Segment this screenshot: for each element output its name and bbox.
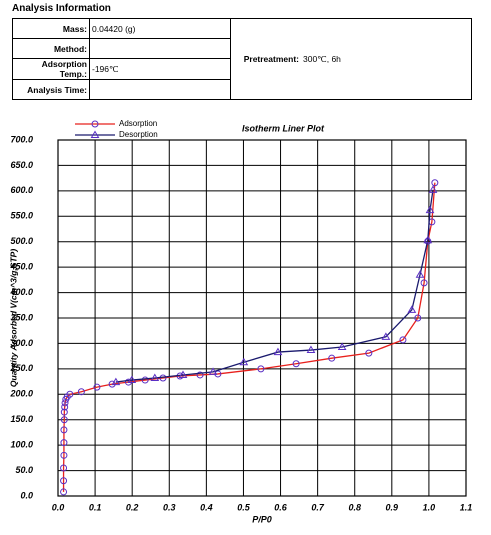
marker (423, 235, 433, 244)
marker (365, 349, 373, 357)
marker (208, 367, 218, 375)
legend-marker (90, 130, 100, 138)
marker (60, 426, 68, 434)
legend-label: Adsorption (119, 119, 157, 128)
legend-label: Desorption (119, 130, 158, 139)
marker (257, 365, 265, 373)
marker (420, 279, 428, 287)
legend-marker (91, 120, 99, 128)
y-tick-label: 400.0 (9, 287, 33, 297)
x-tick-label: 0.5 (237, 502, 251, 512)
marker (61, 399, 69, 407)
marker (60, 408, 68, 416)
marker (328, 354, 336, 362)
info-table: Mass: 0.04420 (g) Pretreatment: 300℃, 6h M… (12, 18, 472, 100)
marker (60, 451, 68, 459)
cell: Mass: (12, 18, 90, 39)
chart: Isotherm Liner Plot P/P0 Quantity Adsorb… (8, 119, 473, 524)
x-axis-label: P/P0 (252, 514, 272, 524)
y-tick-label: 700.0 (10, 134, 33, 144)
x-tick-label: 0.3 (163, 502, 176, 512)
y-tick-label: 100.0 (10, 440, 33, 450)
x-tick-label: 0.4 (200, 502, 213, 512)
y-tick-label: 250.0 (9, 363, 33, 373)
marker (60, 439, 68, 447)
plot-frame (57, 139, 467, 497)
series-line (62, 182, 436, 492)
marker (428, 185, 438, 193)
y-tick-label: 150.0 (10, 414, 33, 424)
marker (414, 314, 422, 322)
y-tick-label: 350.0 (10, 312, 33, 322)
marker (60, 464, 68, 472)
cell: Analysis Time: (12, 79, 90, 100)
y-axis-label: Quantity Adsorbed V(cm^3/g,STP) (8, 249, 18, 387)
marker (273, 347, 283, 356)
marker (66, 390, 74, 398)
y-tick-label: 550.0 (10, 211, 33, 221)
marker (77, 388, 85, 396)
chart-title: Isotherm Liner Plot (242, 123, 325, 133)
marker (239, 357, 249, 366)
y-tick-label: 500.0 (10, 236, 33, 246)
x-tick-label: 0.8 (348, 502, 361, 512)
marker (141, 376, 149, 384)
y-tick-label: 300.0 (10, 338, 33, 348)
marker (61, 403, 69, 411)
marker (178, 370, 188, 378)
marker (60, 477, 68, 485)
x-tick-label: 0.7 (311, 502, 325, 512)
cell: Method: (12, 38, 90, 59)
cell (89, 38, 231, 59)
marker (415, 270, 425, 278)
marker (196, 371, 204, 379)
y-tick-label: 450.0 (9, 262, 33, 272)
heading: Analysis Information (12, 3, 111, 14)
marker (381, 332, 391, 340)
marker (93, 383, 101, 391)
x-tick-label: 1.0 (423, 502, 436, 512)
cell: Adsorption Temp.: (12, 58, 90, 80)
marker (292, 360, 300, 368)
marker (60, 488, 68, 496)
marker (127, 375, 137, 384)
marker (60, 416, 68, 424)
y-tick-label: 600.0 (10, 185, 33, 195)
x-tick-label: 0.2 (126, 502, 139, 512)
cell: 0.04420 (g) (89, 18, 231, 39)
marker (306, 345, 316, 354)
cell: 300℃, 6h (301, 18, 472, 100)
marker (425, 205, 435, 214)
marker (407, 305, 417, 313)
cell: -196℃ (89, 58, 231, 80)
x-tick-label: 0.1 (89, 502, 102, 512)
marker (431, 179, 439, 187)
marker (337, 342, 347, 350)
series-line (115, 189, 434, 383)
x-tick-label: 1.1 (460, 502, 473, 512)
x-tick-label: 0.9 (386, 502, 399, 512)
marker (399, 336, 407, 344)
y-tick-label: 650.0 (10, 160, 33, 170)
x-tick-label: 0.0 (52, 502, 65, 512)
cell: Pretreatment: (230, 18, 301, 100)
marker (111, 377, 121, 386)
y-tick-label: 0.0 (20, 490, 33, 500)
y-tick-label: 200.0 (9, 389, 33, 399)
x-tick-label: 0.6 (274, 502, 288, 512)
marker (150, 373, 160, 382)
cell (89, 79, 231, 100)
y-tick-label: 50.0 (15, 465, 33, 475)
